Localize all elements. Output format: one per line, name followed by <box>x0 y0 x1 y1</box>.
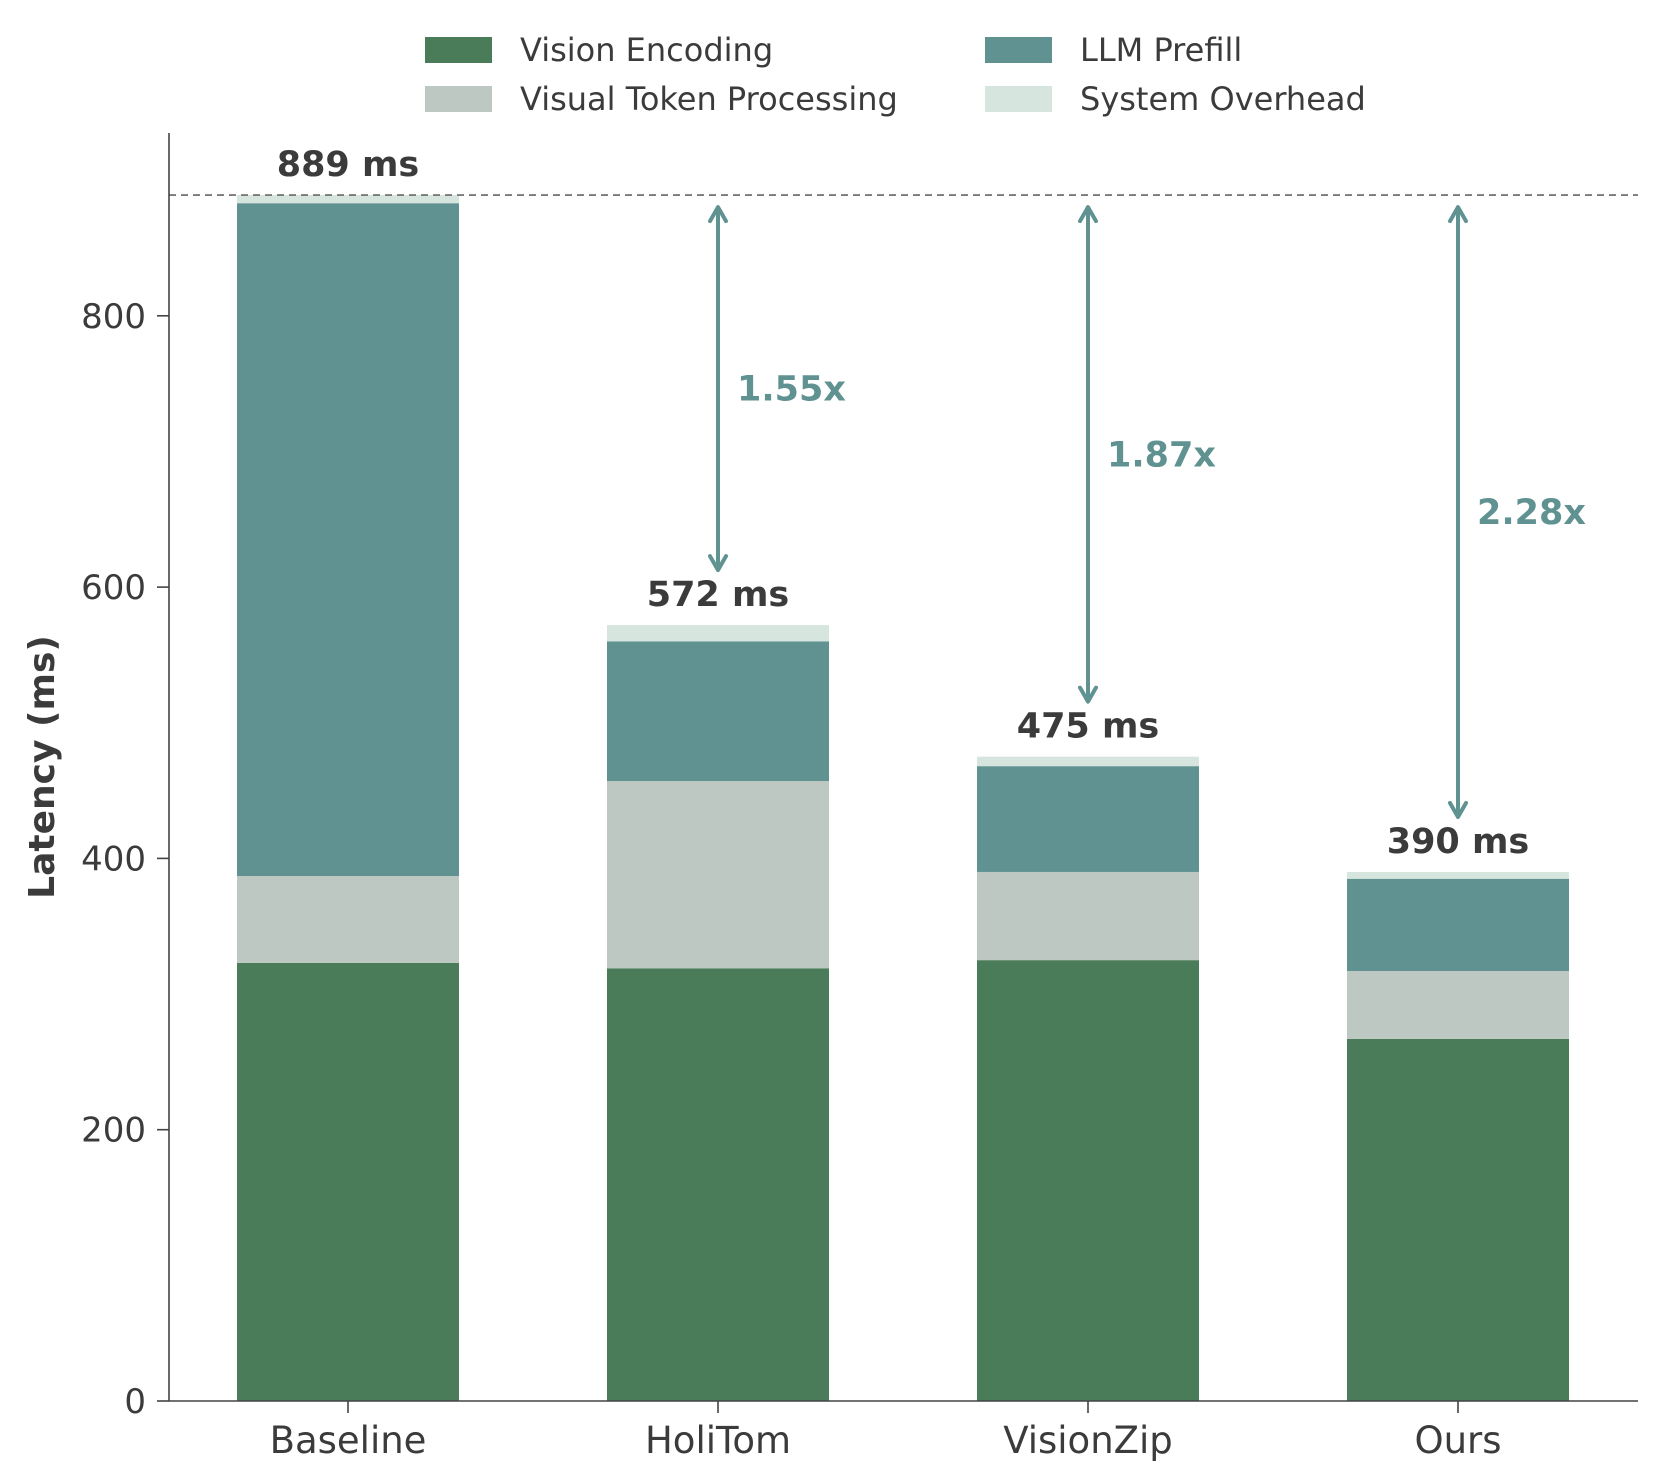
y-tick-label: 800 <box>81 297 146 337</box>
legend-swatch <box>425 37 492 63</box>
legend-item-system-overhead: System Overhead <box>985 79 1366 119</box>
legend-label: LLM Prefill <box>1080 31 1243 69</box>
speedup-arrow-head-down <box>1448 800 1468 819</box>
y-tick-label: 0 <box>124 1382 146 1422</box>
bar-segment-ours-llm-prefill <box>1347 878 1569 971</box>
x-tick-label: HoliTom <box>645 1419 791 1462</box>
total-label-holitom: 572 ms <box>647 575 790 615</box>
speedup-arrow-head-up <box>708 205 728 224</box>
y-ticks-group: 0 200 400 600 800 <box>81 297 169 1422</box>
bar-segment-holitom-llm-prefill <box>607 641 829 782</box>
y-tick-label: 200 <box>81 1111 146 1151</box>
bar-segment-visionzip-vision-encoding <box>977 960 1199 1401</box>
bar-segment-baseline-system-overhead <box>237 195 459 204</box>
speedup-arrow-head-up <box>1078 205 1098 224</box>
legend-item-vision-encoding: Vision Encoding <box>425 30 773 70</box>
total-label-ours: 390 ms <box>1387 822 1530 862</box>
total-label-baseline: 889 ms <box>277 145 420 185</box>
legend-label: System Overhead <box>1080 80 1366 118</box>
axes-group: Latency (ms) <box>22 133 1638 1402</box>
bar-segment-visionzip-visual-token-processing <box>977 871 1199 961</box>
x-tick-label: VisionZip <box>1003 1419 1173 1462</box>
speedup-arrow-head-down <box>1078 685 1098 704</box>
legend-label: Visual Token Processing <box>520 80 898 118</box>
legend: Vision Encoding Visual Token Processing … <box>425 28 1385 128</box>
speedup-arrow-head-down <box>708 554 728 573</box>
bar-segment-holitom-system-overhead <box>607 625 829 642</box>
bar-segment-visionzip-system-overhead <box>977 756 1199 767</box>
legend-item-visual-token-processing: Visual Token Processing <box>425 79 898 119</box>
y-tick-label: 600 <box>81 568 146 608</box>
total-label-visionzip: 475 ms <box>1017 707 1160 747</box>
total-labels-group: 889 ms 572 ms 475 ms 390 ms <box>277 145 1530 862</box>
bar-segment-holitom-visual-token-processing <box>607 781 829 969</box>
x-tick-label: Ours <box>1414 1419 1501 1462</box>
bar-segment-ours-system-overhead <box>1347 871 1569 879</box>
x-ticks-group: Baseline HoliTom VisionZip Ours <box>270 1401 1502 1462</box>
legend-label: Vision Encoding <box>520 31 774 69</box>
bar-segment-holitom-vision-encoding <box>607 968 829 1401</box>
speedup-label: 1.87x <box>1107 435 1216 475</box>
speedup-label: 2.28x <box>1477 493 1586 533</box>
bar-segment-ours-visual-token-processing <box>1347 970 1569 1039</box>
bars-group <box>237 195 1569 1401</box>
bar-segment-baseline-llm-prefill <box>237 203 459 877</box>
legend-swatch <box>985 37 1052 63</box>
speedup-arrow-head-up <box>1448 205 1468 224</box>
y-axis-label: Latency (ms) <box>22 635 63 899</box>
bar-segment-visionzip-llm-prefill <box>977 766 1199 872</box>
legend-swatch <box>425 86 492 112</box>
bar-segment-baseline-visual-token-processing <box>237 876 459 963</box>
legend-swatch <box>985 86 1052 112</box>
bar-segment-baseline-vision-encoding <box>237 962 459 1401</box>
speedup-arrows-group: 1.55x 1.87x 2.28x <box>708 205 1586 819</box>
bar-segment-ours-vision-encoding <box>1347 1038 1569 1401</box>
x-tick-label: Baseline <box>270 1419 427 1462</box>
speedup-label: 1.55x <box>737 370 846 410</box>
legend-item-llm-prefill: LLM Prefill <box>985 30 1242 70</box>
y-tick-label: 400 <box>81 839 146 879</box>
